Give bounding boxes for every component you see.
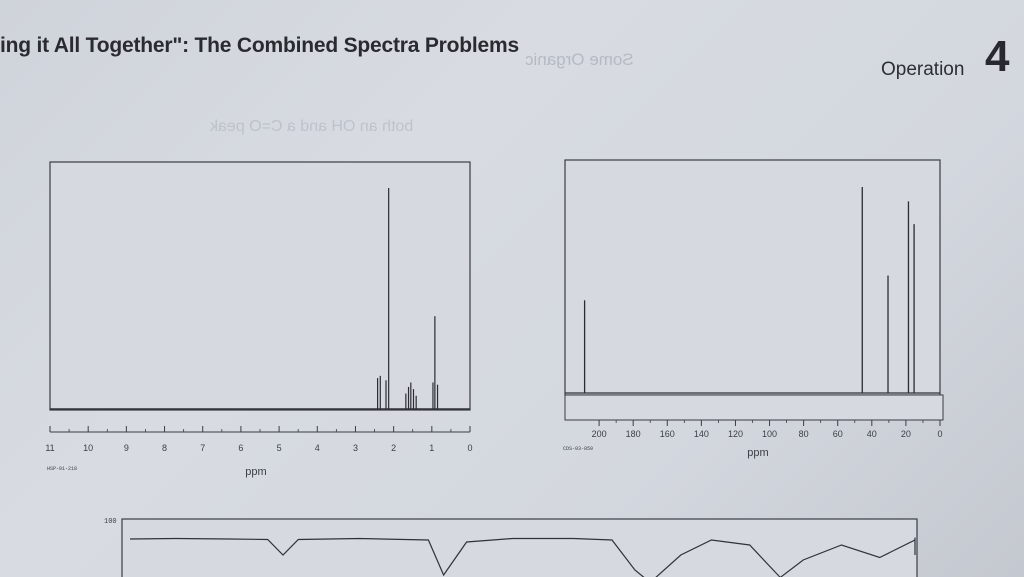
h-nmr-tick-label: 0	[467, 443, 472, 453]
ir-frame	[121, 518, 918, 577]
h-nmr-tick-label: 2	[391, 443, 396, 453]
c-nmr-tick-label: 40	[867, 429, 877, 439]
h-nmr-xlabel: ppm	[245, 466, 266, 478]
c-nmr-tick-label: 0	[937, 429, 942, 439]
page-title: ing it All Together": The Combined Spect…	[0, 34, 519, 57]
ir-trace	[129, 537, 916, 577]
h-nmr-tick-label: 8	[162, 443, 167, 453]
c-nmr-tick-label: 20	[901, 429, 911, 439]
c-nmr-peaks	[583, 187, 915, 393]
ir-ytick-100: 100	[104, 518, 117, 526]
c-nmr-tick-label: 180	[626, 429, 641, 439]
h-nmr-tick-label: 10	[83, 443, 93, 453]
h-nmr-tick-label: 4	[315, 443, 320, 453]
c-nmr-ticks: 200 180 160 140 120 100 80 60 40 20 0	[592, 420, 943, 439]
h-nmr-tick-label: 7	[200, 443, 205, 453]
c-nmr-tick-label: 160	[660, 429, 675, 439]
page-number: 4	[985, 32, 1010, 81]
h-nmr-peaks	[377, 188, 439, 409]
c-nmr-tick-label: 140	[694, 429, 709, 439]
h-nmr-tick-label: 6	[238, 443, 243, 453]
h-nmr-tick-label: 1	[429, 443, 434, 453]
c-nmr-footer	[564, 394, 944, 421]
c-nmr-tick-label: 120	[728, 429, 743, 439]
c-nmr-tick-label: 100	[762, 429, 777, 439]
section-label: Operation	[881, 59, 965, 80]
c-nmr-code: CDS-03-859	[563, 446, 593, 452]
h-nmr-code: HSP-01-218	[47, 466, 77, 472]
c-nmr-frame	[564, 159, 941, 396]
h-nmr-tick-label: 3	[353, 443, 358, 453]
h-nmr-tick-label: 9	[124, 443, 129, 453]
h-nmr-tick-label: 5	[277, 443, 282, 453]
h-nmr-tick-label: 11	[45, 443, 54, 453]
c-nmr-tick-label: 80	[799, 429, 809, 439]
c-nmr-xlabel: ppm	[747, 447, 768, 459]
c-nmr-tick-label: 60	[833, 429, 843, 439]
h-nmr-ticks: 11 10 9 8 7 6 5 4 3 2 1 0	[45, 426, 473, 453]
h-nmr-frame	[49, 161, 471, 411]
c-nmr-tick-label: 200	[592, 429, 607, 439]
